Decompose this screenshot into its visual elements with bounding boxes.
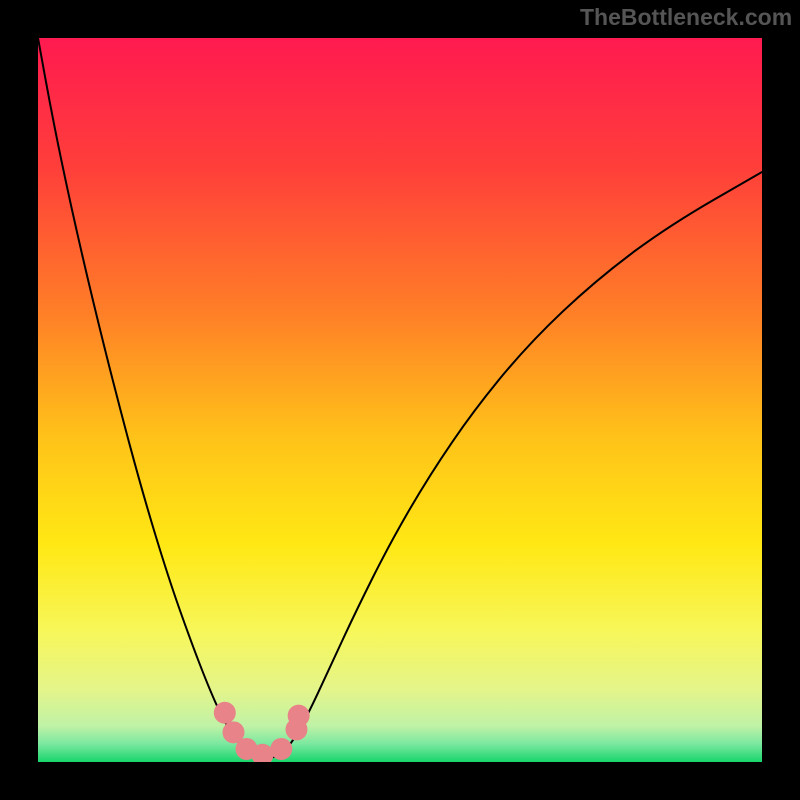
bottleneck-curve (38, 38, 762, 758)
curve-marker (288, 705, 310, 727)
plot-area (38, 38, 762, 762)
watermark-text: TheBottleneck.com (580, 4, 792, 31)
curve-markers (214, 702, 310, 762)
curve-marker (270, 738, 292, 760)
curve-layer (38, 38, 762, 762)
curve-marker (214, 702, 236, 724)
chart-container: TheBottleneck.com (0, 0, 800, 800)
